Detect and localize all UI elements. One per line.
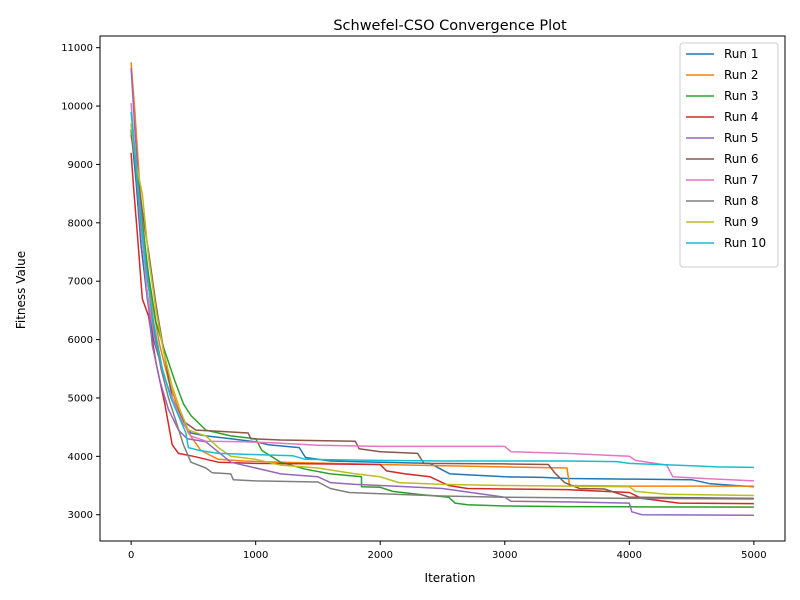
series-line-run-9: [130, 123, 754, 497]
y-tick-label: 7000: [68, 277, 93, 288]
x-tick-label: 1000: [243, 550, 268, 561]
axes-frame: [99, 35, 786, 542]
x-tick-label: 5000: [741, 550, 766, 561]
legend-box: [679, 42, 779, 268]
y-tick-label: 5000: [68, 393, 93, 404]
x-axis-label: Iteration: [425, 571, 476, 585]
y-tick-label: 3000: [68, 510, 93, 521]
series-line-run-1: [130, 129, 754, 488]
plot-area: 0 1000 2000 3000 4000 5000 3000 4000 5000 6000 700…: [61, 35, 786, 561]
legend-label-run-7: Run 7: [724, 173, 758, 187]
legend: Run 1 Run 2 Run 3 Run 4 Run 5 Run 6 Run 7 Run 8…: [679, 42, 779, 268]
x-tick-label: 0: [128, 550, 134, 561]
y-tick-label: 4000: [68, 452, 93, 463]
x-tick-label: 2000: [368, 550, 393, 561]
y-axis-label: Fitness Value: [14, 251, 28, 329]
series-group: [130, 62, 754, 517]
series-line-run-4: [130, 152, 754, 505]
legend-label-run-5: Run 5: [724, 131, 758, 145]
legend-label-run-2: Run 2: [724, 68, 758, 82]
series-line-run-10: [130, 111, 754, 469]
x-tick-label: 3000: [492, 550, 517, 561]
y-tick-label: 8000: [68, 218, 93, 229]
legend-label-run-3: Run 3: [724, 89, 758, 103]
legend-label-run-1: Run 1: [724, 47, 758, 61]
y-tick-label: 10000: [61, 102, 93, 113]
x-tick-label: 4000: [617, 550, 642, 561]
legend-label-run-6: Run 6: [724, 152, 758, 166]
legend-label-run-10: Run 10: [724, 236, 766, 250]
chart-title: Schwefel-CSO Convergence Plot: [333, 18, 567, 34]
legend-label-run-9: Run 9: [724, 215, 758, 229]
legend-label-run-4: Run 4: [724, 110, 758, 124]
y-tick-label: 11000: [61, 43, 93, 54]
y-tick-label: 6000: [68, 335, 93, 346]
series-line-run-5: [130, 68, 754, 517]
y-tick-label: 9000: [68, 160, 93, 171]
legend-label-run-8: Run 8: [724, 194, 758, 208]
